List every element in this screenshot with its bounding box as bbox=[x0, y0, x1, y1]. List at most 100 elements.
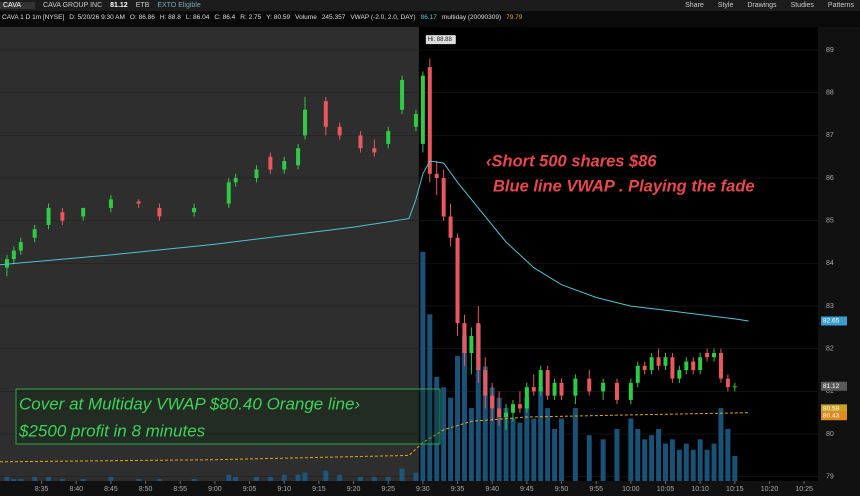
x-tick-label: 10:00 bbox=[622, 486, 640, 493]
volume-bar bbox=[545, 408, 551, 481]
x-tick-label: 9:30 bbox=[416, 486, 430, 493]
x-tick-label: 9:25 bbox=[381, 486, 395, 493]
volume-bar bbox=[434, 376, 440, 481]
x-tick-label: 9:05 bbox=[243, 486, 257, 493]
volume-bar bbox=[385, 476, 391, 481]
legend-item: Y: 80.59 bbox=[266, 13, 291, 21]
volume-bar bbox=[559, 418, 565, 481]
toolbar-buttons: Share Style Drawings Studies Patterns bbox=[685, 2, 860, 9]
annotation-short: ‹Short 500 shares $86 bbox=[486, 152, 657, 170]
volume-bar bbox=[524, 397, 530, 481]
annotation-box bbox=[15, 388, 441, 445]
candle-body bbox=[538, 370, 543, 392]
candle-body bbox=[573, 378, 578, 396]
toolbar-button[interactable]: Patterns bbox=[827, 2, 854, 9]
candle-body bbox=[476, 323, 481, 371]
candle-body bbox=[504, 412, 509, 417]
toolbar: CAVA CAVA GROUP INC 81.12 ETB EXTO Eligi… bbox=[0, 0, 860, 11]
toolbar-button[interactable]: Drawings bbox=[747, 2, 777, 9]
legend-item: multiday (20090309) bbox=[441, 13, 502, 21]
candle-body bbox=[268, 156, 273, 170]
candle-body bbox=[372, 148, 377, 153]
annotation-short: Blue line VWAP . Playing the fade bbox=[493, 177, 755, 195]
x-tick-label: 10:15 bbox=[726, 486, 744, 493]
candle-body bbox=[656, 357, 661, 366]
candle-body bbox=[559, 382, 564, 396]
y-tick-label: 82 bbox=[826, 346, 834, 353]
candle-body bbox=[469, 335, 474, 353]
volume-bar bbox=[635, 428, 641, 481]
x-tick-label: 8:40 bbox=[69, 486, 83, 493]
volume-bar bbox=[371, 476, 377, 481]
x-tick-label: 10:25 bbox=[795, 486, 813, 493]
volume-bar bbox=[496, 397, 502, 481]
price-label-bg bbox=[821, 404, 847, 414]
y-tick-label: 83 bbox=[826, 303, 834, 310]
volume-bar bbox=[156, 478, 162, 481]
candle-body bbox=[358, 135, 363, 149]
toolbar-button[interactable]: Studies bbox=[790, 2, 814, 9]
last-price: 81.12 bbox=[110, 2, 128, 9]
volume-bar bbox=[191, 478, 197, 481]
volume-bar bbox=[676, 449, 682, 481]
volume-bar bbox=[108, 476, 114, 481]
volume-bar bbox=[697, 439, 703, 481]
toolbar-button[interactable]: Style bbox=[717, 2, 734, 9]
candle-body bbox=[448, 216, 453, 238]
candle-body bbox=[524, 387, 529, 409]
volume-bar bbox=[59, 478, 65, 481]
company: CAVA GROUP INC bbox=[43, 2, 103, 9]
volume-bar bbox=[80, 478, 86, 481]
candle-body bbox=[718, 352, 723, 379]
volume-bar bbox=[614, 428, 620, 481]
candle-body bbox=[233, 178, 238, 183]
symbol-box[interactable]: CAVA bbox=[0, 2, 36, 9]
volume-bar bbox=[468, 408, 474, 481]
legend-item: C: 86.4 bbox=[214, 13, 236, 21]
candle-body bbox=[323, 101, 328, 127]
volume-bar bbox=[732, 456, 738, 481]
volume-bar bbox=[489, 387, 495, 481]
volume-bar bbox=[600, 439, 606, 481]
candle-body bbox=[11, 250, 16, 260]
volume-bar bbox=[18, 478, 24, 481]
y-tick-label: 86 bbox=[826, 175, 834, 182]
candle-body bbox=[510, 404, 515, 413]
y-tick-label: 80 bbox=[826, 431, 834, 438]
legend-item: O: 86.86 bbox=[129, 13, 155, 21]
high-label: Hi: 88.88 bbox=[428, 37, 453, 43]
volume-bar bbox=[552, 428, 558, 481]
volume-bar bbox=[475, 324, 481, 481]
legend-item: L: 86.04 bbox=[185, 13, 210, 21]
volume-bar bbox=[32, 476, 38, 481]
volume-bar bbox=[531, 418, 537, 481]
y-tick-label: 89 bbox=[826, 47, 834, 54]
candle-body bbox=[434, 173, 439, 179]
flag: ETB bbox=[135, 2, 150, 9]
volume-bar bbox=[711, 443, 717, 481]
x-tick-label: 9:15 bbox=[312, 486, 326, 493]
x-tick-label: 9:50 bbox=[555, 486, 569, 493]
candle-body bbox=[296, 148, 301, 166]
x-tick-label: 9:20 bbox=[347, 486, 361, 493]
volume-bar bbox=[323, 470, 329, 481]
candle-body bbox=[400, 79, 405, 110]
x-tick-label: 9:00 bbox=[208, 486, 222, 493]
volume-bar bbox=[337, 474, 343, 481]
volume-bar bbox=[4, 476, 10, 481]
candle-body bbox=[427, 67, 432, 174]
premarket-shade bbox=[0, 27, 419, 481]
volume-bar bbox=[357, 476, 363, 481]
volume-bar bbox=[253, 476, 259, 481]
candle-body bbox=[649, 357, 654, 371]
x-tick-label: 9:35 bbox=[451, 486, 465, 493]
price-label: 80.59 bbox=[823, 406, 840, 413]
candle-body bbox=[46, 207, 51, 225]
candle-body bbox=[552, 382, 557, 396]
x-tick-label: 8:45 bbox=[104, 486, 118, 493]
legend-item: VWAP (-2.0, 2.0, DAY) bbox=[350, 13, 416, 21]
x-tick-label: 10:10 bbox=[691, 486, 709, 493]
toolbar-button[interactable]: Share bbox=[685, 2, 704, 9]
